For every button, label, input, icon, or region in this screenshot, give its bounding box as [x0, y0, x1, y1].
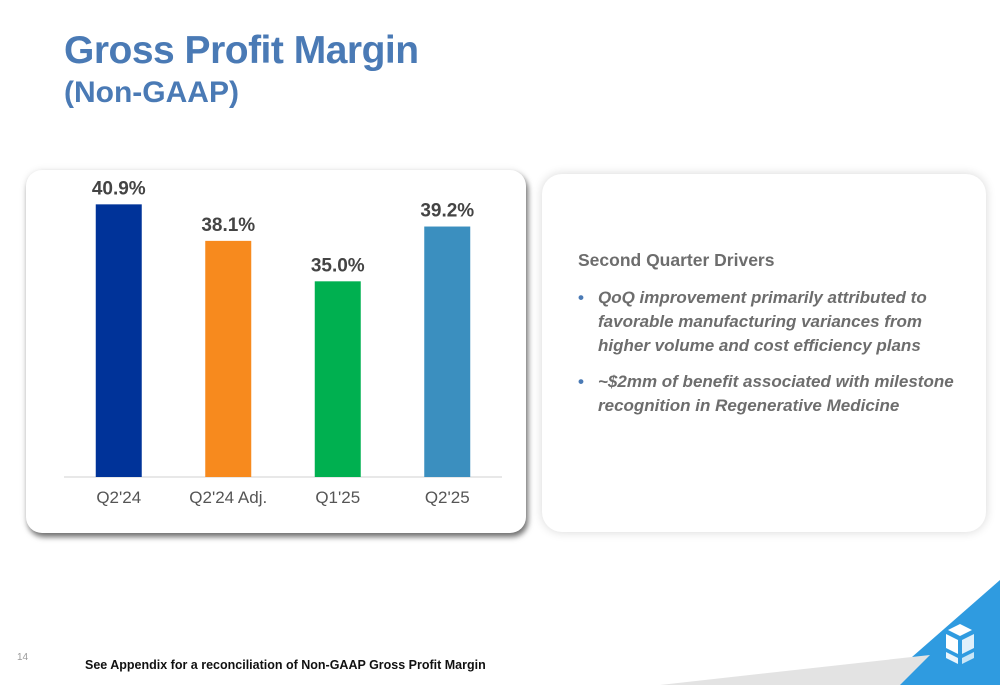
x-tick-label: Q2'24	[96, 488, 141, 507]
bar	[314, 281, 361, 477]
bar-value-label: 38.1%	[201, 215, 255, 236]
driver-item: • QoQ improvement primarily attributed t…	[578, 286, 973, 358]
company-logo-icon	[946, 624, 974, 664]
bar-value-label: 35.0%	[311, 255, 365, 276]
bullet-icon: •	[578, 288, 584, 307]
driver-item-text: ~$2mm of benefit associated with milesto…	[598, 372, 954, 415]
bar	[205, 240, 252, 477]
x-tick-label: Q2'25	[425, 488, 470, 507]
driver-item: • ~$2mm of benefit associated with miles…	[578, 370, 973, 418]
page-subtitle: (Non-GAAP)	[64, 76, 239, 109]
footnote: See Appendix for a reconciliation of Non…	[85, 658, 486, 672]
drivers-card: Second Quarter Drivers • QoQ improvement…	[542, 174, 986, 532]
driver-item-text: QoQ improvement primarily attributed to …	[598, 288, 927, 355]
corner-gray-stripe	[660, 655, 930, 685]
bar	[95, 204, 142, 477]
chart-card: 40.9% Q2'24 38.1% Q2'24 Adj. 35.0% Q1'25 39.2%…	[26, 170, 526, 533]
x-tick-label: Q2'24 Adj.	[189, 488, 267, 507]
bar-value-label: 40.9%	[92, 178, 146, 199]
drivers-list: • QoQ improvement primarily attributed t…	[578, 286, 973, 430]
x-tick-label: Q1'25	[315, 488, 360, 507]
bar	[424, 226, 471, 477]
page-title: Gross Profit Margin	[64, 29, 419, 72]
drivers-heading: Second Quarter Drivers	[578, 250, 775, 270]
page-number: 14	[17, 652, 29, 663]
gross-margin-bar-chart: 40.9% Q2'24 38.1% Q2'24 Adj. 35.0% Q1'25 39.2%…	[64, 178, 502, 507]
bullet-icon: •	[578, 372, 584, 391]
bar-value-label: 39.2%	[420, 201, 474, 222]
